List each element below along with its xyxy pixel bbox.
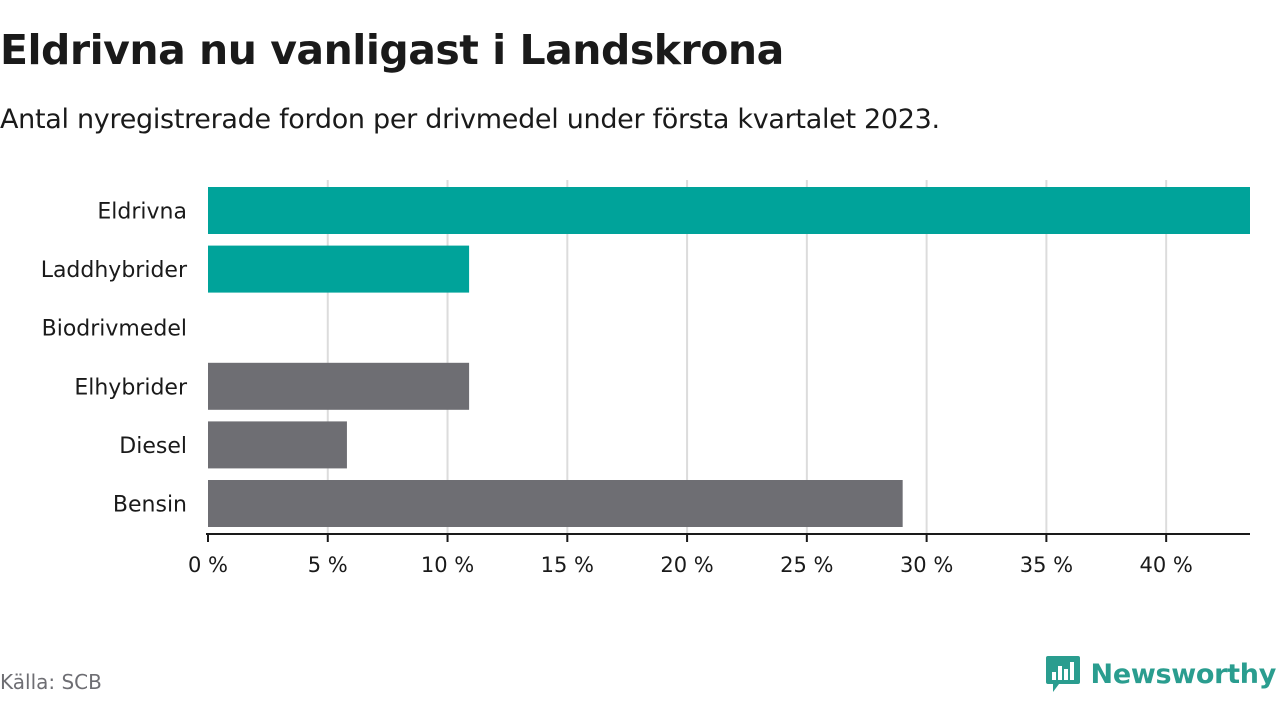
- bar: [208, 187, 1250, 234]
- x-tick-label: 0 %: [188, 553, 228, 577]
- x-tick-label: 20 %: [660, 553, 713, 577]
- category-label: Elhybrider: [74, 375, 188, 400]
- category-label: Eldrivna: [97, 200, 187, 225]
- category-label: Bensin: [113, 493, 187, 518]
- brand-name: Newsworthy: [1090, 658, 1277, 690]
- bar-chart: Eldrivna Laddhybrider Biodrivmedel Elhybrid…: [41, 180, 1250, 577]
- category-label: Diesel: [119, 434, 187, 459]
- x-tick-label: 15 %: [541, 553, 594, 577]
- source-note: Källa: SCB: [0, 670, 102, 694]
- x-tick-label: 5 %: [308, 553, 348, 577]
- bar: [208, 480, 903, 527]
- bar: [208, 362, 470, 410]
- bar: [208, 245, 470, 293]
- x-tick-label: 40 %: [1139, 553, 1192, 577]
- newsworthy-logo-icon: [1045, 656, 1080, 692]
- bar: [208, 421, 347, 469]
- x-tick-label: 30 %: [900, 553, 953, 577]
- brand-logo: Newsworthy: [1045, 654, 1276, 694]
- category-label: Laddhybrider: [41, 258, 188, 283]
- chart-title: Eldrivna nu vanligast i Landskrona: [0, 26, 784, 74]
- x-tick-label: 10 %: [421, 553, 474, 577]
- x-tick-label: 25 %: [780, 553, 833, 577]
- chart-subtitle: Antal nyregistrerade fordon per drivmede…: [0, 104, 940, 135]
- category-label: Biodrivmedel: [42, 317, 187, 342]
- x-tick-label: 35 %: [1020, 553, 1073, 577]
